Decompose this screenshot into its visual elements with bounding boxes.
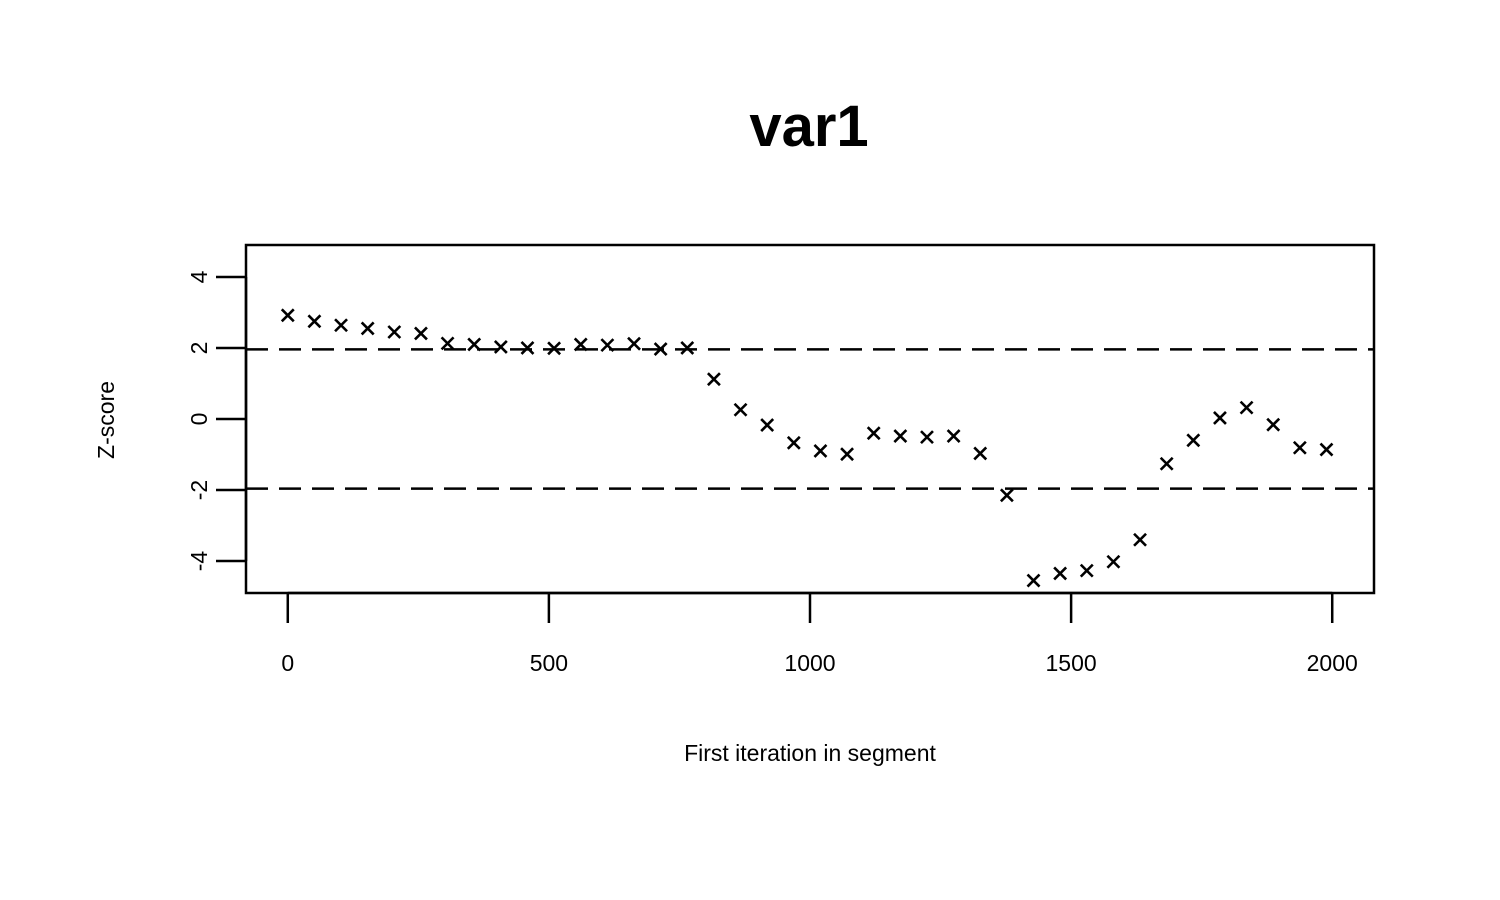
data-point-28 bbox=[1026, 573, 1041, 588]
data-point-23 bbox=[893, 429, 908, 443]
data-point-1 bbox=[307, 314, 322, 329]
y-tick-label-0: -4 bbox=[186, 551, 212, 572]
y-axis-label: Z-score bbox=[93, 381, 119, 459]
data-point-18 bbox=[760, 418, 775, 432]
data-point-38 bbox=[1292, 440, 1307, 455]
data-point-29 bbox=[1053, 566, 1068, 581]
data-point-9 bbox=[520, 341, 535, 355]
data-point-13 bbox=[627, 336, 641, 351]
data-point-22 bbox=[866, 426, 881, 441]
data-point-37 bbox=[1266, 417, 1281, 432]
x-axis: 0 500 1000 1500 2000 bbox=[281, 591, 1358, 676]
data-point-21 bbox=[840, 447, 854, 462]
data-point-7 bbox=[467, 337, 482, 352]
plot-frame bbox=[244, 243, 1376, 595]
data-point-6 bbox=[440, 336, 455, 351]
data-point-24 bbox=[920, 430, 934, 445]
data-point-31 bbox=[1106, 554, 1121, 569]
data-point-27 bbox=[999, 488, 1014, 503]
data-point-4 bbox=[387, 325, 402, 339]
x-tick-label-3: 1500 bbox=[1046, 650, 1097, 676]
data-point-15 bbox=[680, 341, 695, 355]
data-point-8 bbox=[493, 339, 508, 354]
data-point-17 bbox=[733, 402, 748, 417]
data-point-33 bbox=[1159, 456, 1174, 471]
data-points bbox=[280, 308, 1334, 588]
x-tick-label-2: 1000 bbox=[784, 650, 835, 676]
data-point-26 bbox=[973, 446, 988, 461]
data-point-39 bbox=[1319, 442, 1334, 457]
data-point-11 bbox=[573, 337, 588, 352]
data-point-12 bbox=[600, 338, 615, 353]
chart-title: var1 bbox=[749, 94, 868, 159]
x-tick-label-4: 2000 bbox=[1307, 650, 1358, 676]
data-point-36 bbox=[1239, 400, 1254, 415]
x-tick-label-0: 0 bbox=[281, 650, 294, 676]
data-point-16 bbox=[706, 372, 721, 387]
x-axis-label: First iteration in segment bbox=[684, 740, 936, 766]
y-tick-label-3: 2 bbox=[186, 342, 212, 355]
data-point-3 bbox=[360, 321, 375, 336]
data-point-20 bbox=[813, 444, 828, 458]
data-point-25 bbox=[946, 429, 961, 443]
x-tick-label-1: 500 bbox=[530, 650, 568, 676]
data-point-34 bbox=[1186, 433, 1201, 448]
data-point-10 bbox=[547, 341, 562, 356]
data-point-14 bbox=[653, 342, 668, 356]
data-point-32 bbox=[1133, 532, 1147, 547]
data-point-5 bbox=[414, 326, 428, 341]
data-point-2 bbox=[334, 318, 348, 333]
data-point-30 bbox=[1079, 563, 1094, 578]
reference-lines bbox=[246, 348, 1374, 490]
y-tick-label-4: 4 bbox=[186, 270, 212, 283]
y-axis: -4 -2 0 2 4 bbox=[186, 270, 248, 572]
y-tick-label-2: 0 bbox=[186, 413, 212, 426]
y-tick-label-1: -2 bbox=[186, 480, 212, 500]
data-point-35 bbox=[1213, 411, 1227, 425]
data-point-19 bbox=[786, 435, 801, 450]
data-point-0 bbox=[280, 308, 295, 323]
